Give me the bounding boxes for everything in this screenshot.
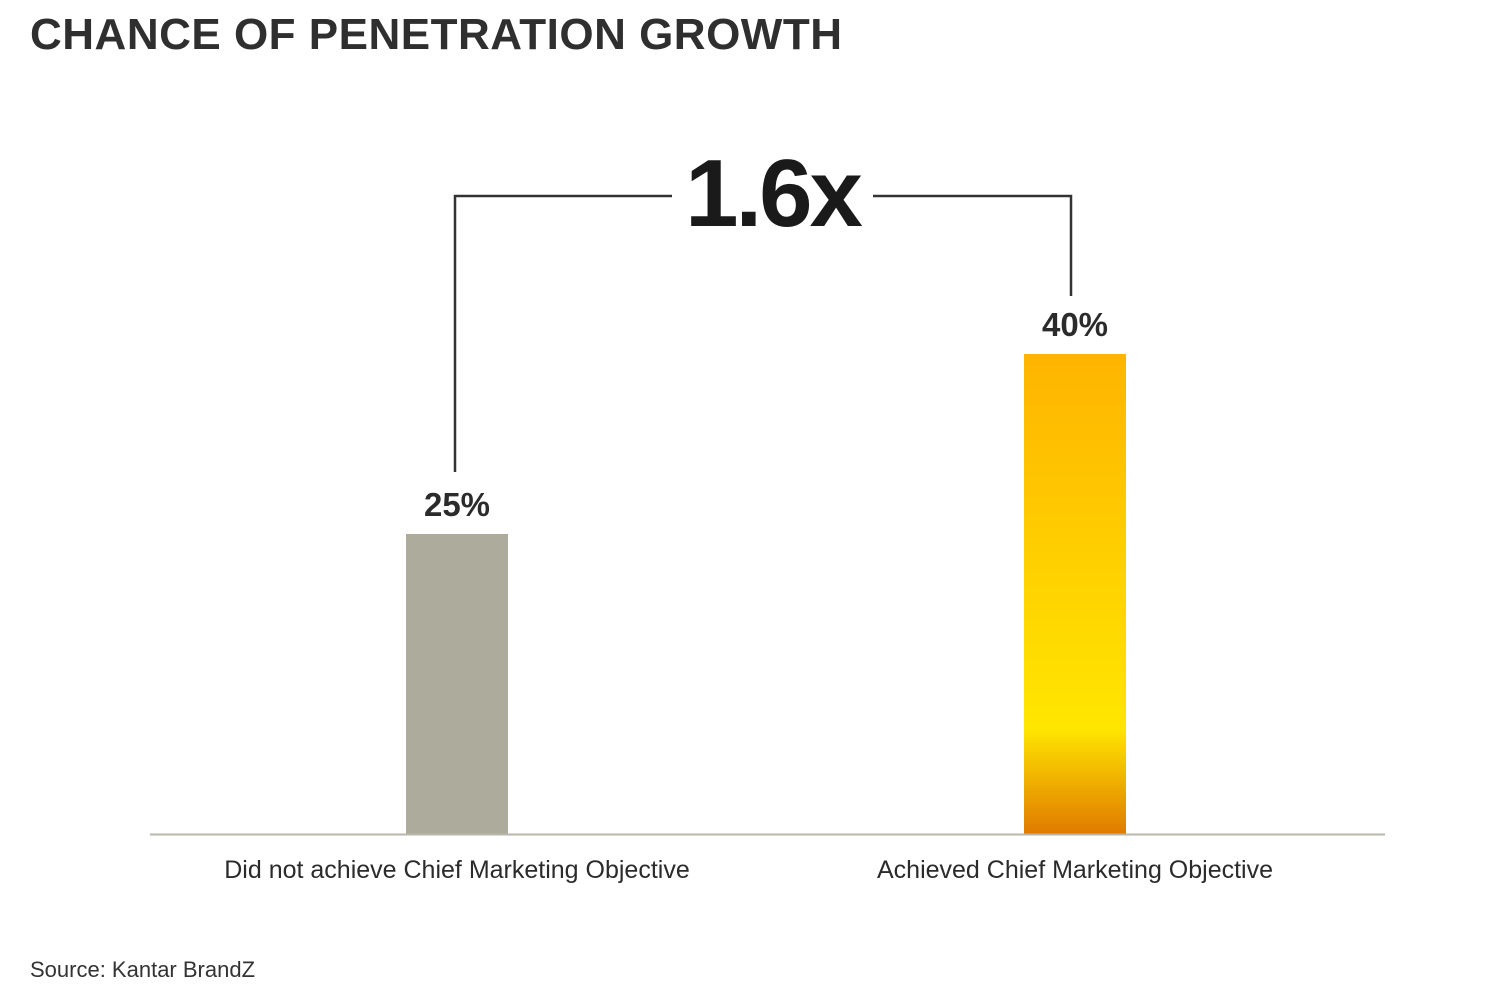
multiplier-annotation: 1.6x: [685, 140, 862, 247]
source-note: Source: Kantar BrandZ: [30, 957, 256, 982]
value-label-2: 40%: [1042, 306, 1108, 343]
bar-2: [1024, 354, 1126, 834]
bar-1: [406, 534, 508, 834]
category-label-1: Did not achieve Chief Marketing Objectiv…: [224, 856, 690, 884]
category-label-2: Achieved Chief Marketing Objective: [877, 856, 1273, 884]
page-title: CHANCE OF PENETRATION GROWTH: [30, 10, 843, 59]
value-label-1: 25%: [424, 486, 490, 523]
comparison-bracket: [453, 194, 1073, 472]
